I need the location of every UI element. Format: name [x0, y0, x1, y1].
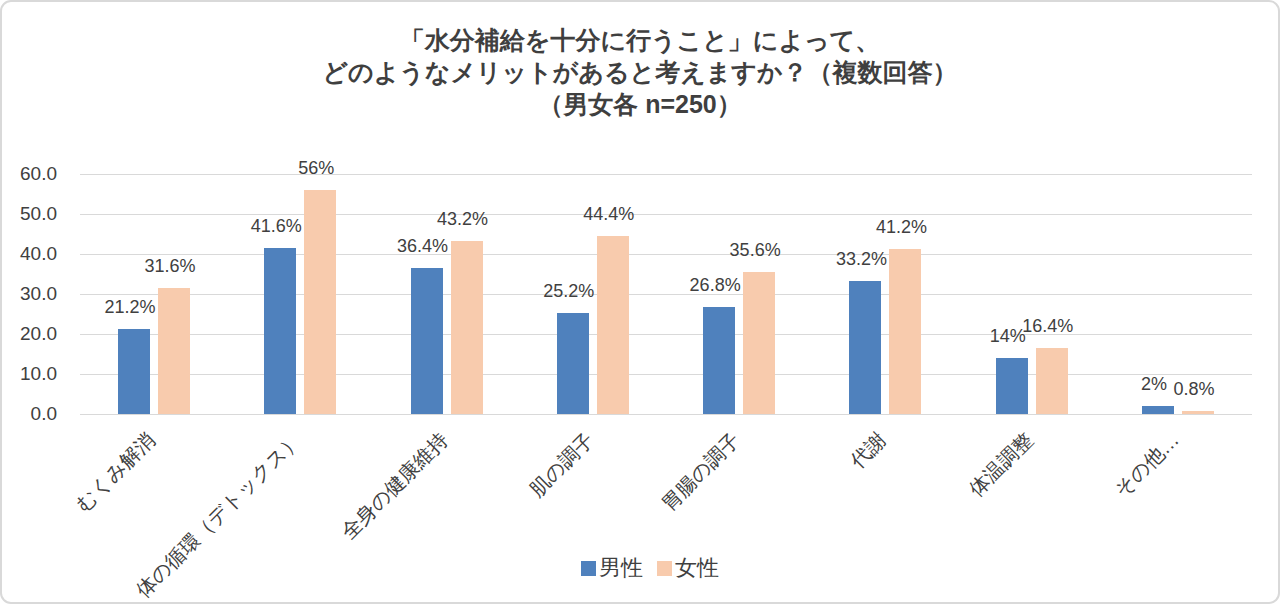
- bar-male: [1142, 406, 1174, 414]
- bar-female: [889, 249, 921, 414]
- bar-female: [158, 288, 190, 414]
- y-axis-tick-label: 0.0: [2, 403, 57, 425]
- chart-title-line3: （男女各 n=250）: [2, 88, 1278, 120]
- bar-male: [118, 329, 150, 414]
- y-axis-tick-label: 10.0: [2, 363, 57, 385]
- gridline: [80, 374, 1252, 375]
- chart-title-line2: どのようなメリットがあると考えますか？（複数回答）: [2, 56, 1278, 88]
- bar-female: [451, 241, 483, 414]
- legend-item-female: 女性: [657, 553, 719, 583]
- bar-female: [597, 236, 629, 414]
- bar-female: [1182, 411, 1214, 414]
- data-label-female: 31.6%: [122, 256, 218, 276]
- bar-male: [411, 268, 443, 414]
- legend-label-female: 女性: [675, 553, 719, 583]
- data-label-female: 43.2%: [415, 209, 511, 229]
- y-axis-tick-label: 20.0: [2, 323, 57, 345]
- data-label-female: 56%: [268, 158, 364, 178]
- legend-swatch-male: [581, 561, 596, 576]
- chart-title: 「水分補給を十分に行うこと」によって、 どのようなメリットがあると考えますか？（…: [2, 24, 1278, 120]
- legend-item-male: 男性: [581, 553, 643, 583]
- bar-male: [557, 313, 589, 414]
- bar-male: [996, 358, 1028, 414]
- bar-female: [1036, 348, 1068, 414]
- y-axis-tick-label: 50.0: [2, 203, 57, 225]
- chart-legend: 男性 女性: [2, 553, 1280, 583]
- data-label-female: 44.4%: [561, 204, 657, 224]
- data-label-female: 16.4%: [1000, 316, 1096, 336]
- gridline: [80, 254, 1252, 255]
- gridline: [80, 414, 1252, 415]
- data-label-female: 41.2%: [853, 217, 949, 237]
- legend-swatch-female: [657, 561, 672, 576]
- y-axis-tick-label: 30.0: [2, 283, 57, 305]
- bar-male: [264, 248, 296, 414]
- y-axis-tick-label: 60.0: [2, 163, 57, 185]
- chart-card: 「水分補給を十分に行うこと」によって、 どのようなメリットがあると考えますか？（…: [0, 0, 1280, 604]
- data-label-female: 35.6%: [707, 240, 803, 260]
- bar-male: [849, 281, 881, 414]
- gridline: [80, 294, 1252, 295]
- bar-female: [304, 190, 336, 414]
- data-label-female: 0.8%: [1146, 379, 1242, 399]
- legend-label-male: 男性: [599, 553, 643, 583]
- y-axis-tick-label: 40.0: [2, 243, 57, 265]
- bar-male: [703, 307, 735, 414]
- chart-title-line1: 「水分補給を十分に行うこと」によって、: [2, 24, 1278, 56]
- bar-female: [743, 272, 775, 414]
- gridline: [80, 174, 1252, 175]
